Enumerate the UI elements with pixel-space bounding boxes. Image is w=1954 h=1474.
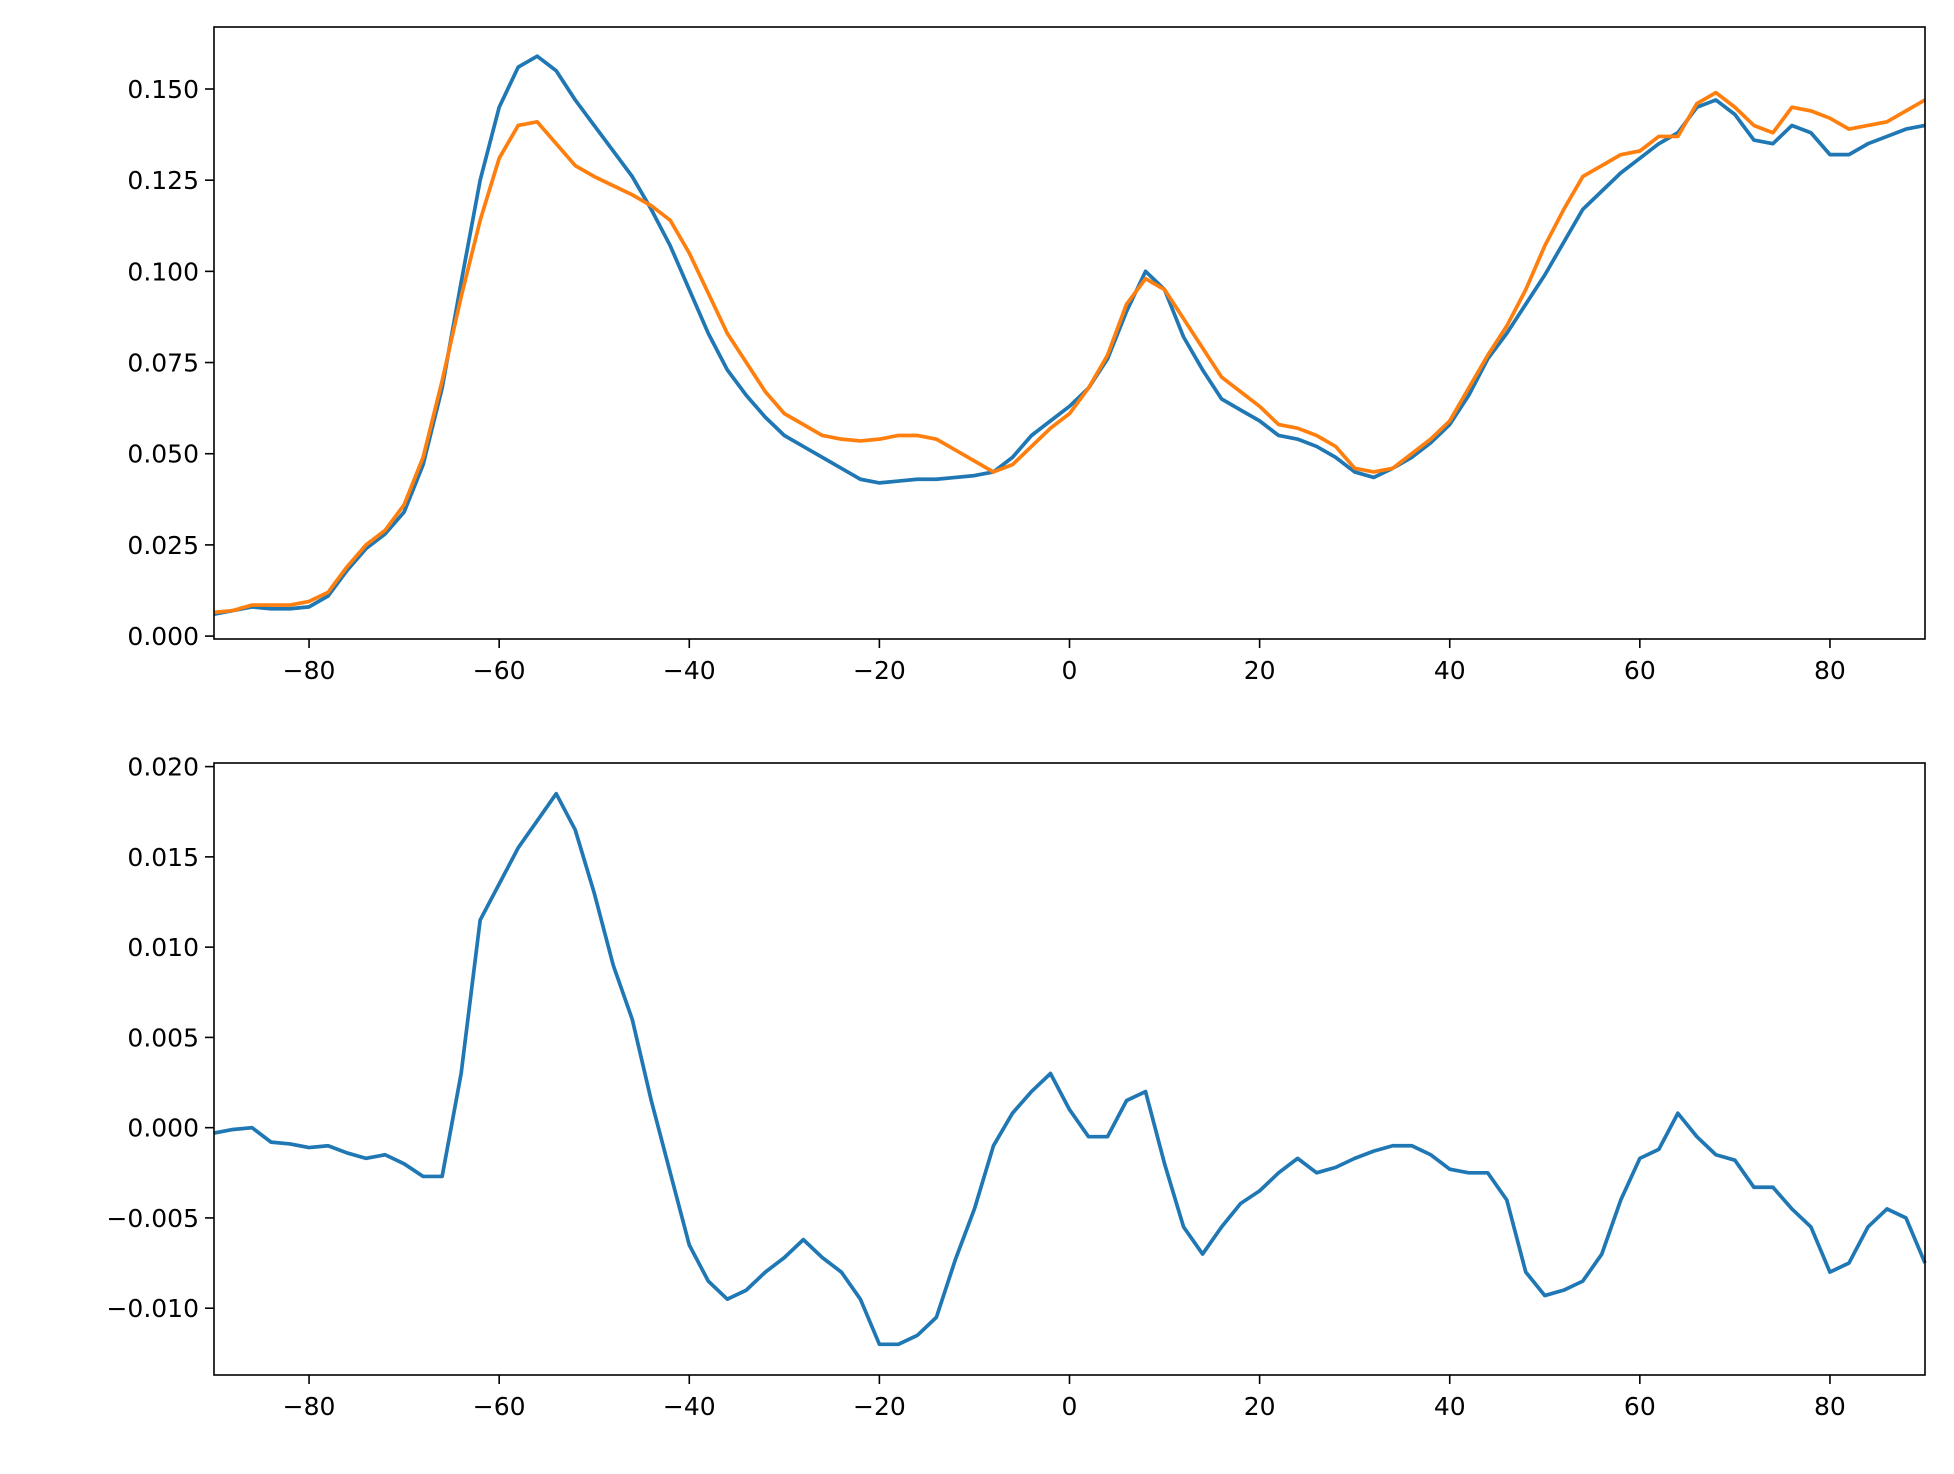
x-tick-label: −20 [853,1392,906,1421]
x-tick-label: −20 [853,656,906,685]
y-tick-label: 0.005 [127,1023,199,1052]
data-line [213,791,1927,1347]
y-tick-label: 0.000 [127,622,199,651]
x-tick-label: −80 [283,656,336,685]
y-tick-label: 0.150 [127,75,199,104]
x-tick-label: 40 [1434,656,1466,685]
x-tick-label: −60 [473,1392,526,1421]
y-tick-label: −0.005 [106,1204,199,1233]
x-tick-label: 20 [1244,1392,1276,1421]
x-tick-label: 60 [1624,656,1656,685]
y-tick-label: 0.015 [127,843,199,872]
x-tick-label: −60 [473,656,526,685]
y-tick-label: 0.010 [127,933,199,962]
x-tick-label: 0 [1062,656,1078,685]
data-line [213,54,1926,617]
y-tick-label: 0.025 [127,531,199,560]
x-tick-label: 0 [1062,1392,1078,1421]
axes-frame [213,762,1926,1376]
data-line [213,90,1926,615]
x-tick-label: −40 [663,1392,716,1421]
x-tick-label: 40 [1434,1392,1466,1421]
x-tick-label: 20 [1244,656,1276,685]
x-tick-label: 60 [1624,1392,1656,1421]
y-tick-label: 0.075 [127,349,199,378]
y-tick-label: 0.125 [127,166,199,195]
x-tick-label: −80 [283,1392,336,1421]
x-tick-label: −40 [663,656,716,685]
x-tick-label: 80 [1814,656,1846,685]
x-tick-label: 80 [1814,1392,1846,1421]
axes-frame [213,26,1926,640]
y-tick-label: 0.100 [127,257,199,286]
y-tick-label: 0.020 [127,753,199,782]
y-tick-label: 0.000 [127,1114,199,1143]
y-tick-label: −0.010 [106,1294,199,1323]
y-tick-label: 0.050 [127,440,199,469]
